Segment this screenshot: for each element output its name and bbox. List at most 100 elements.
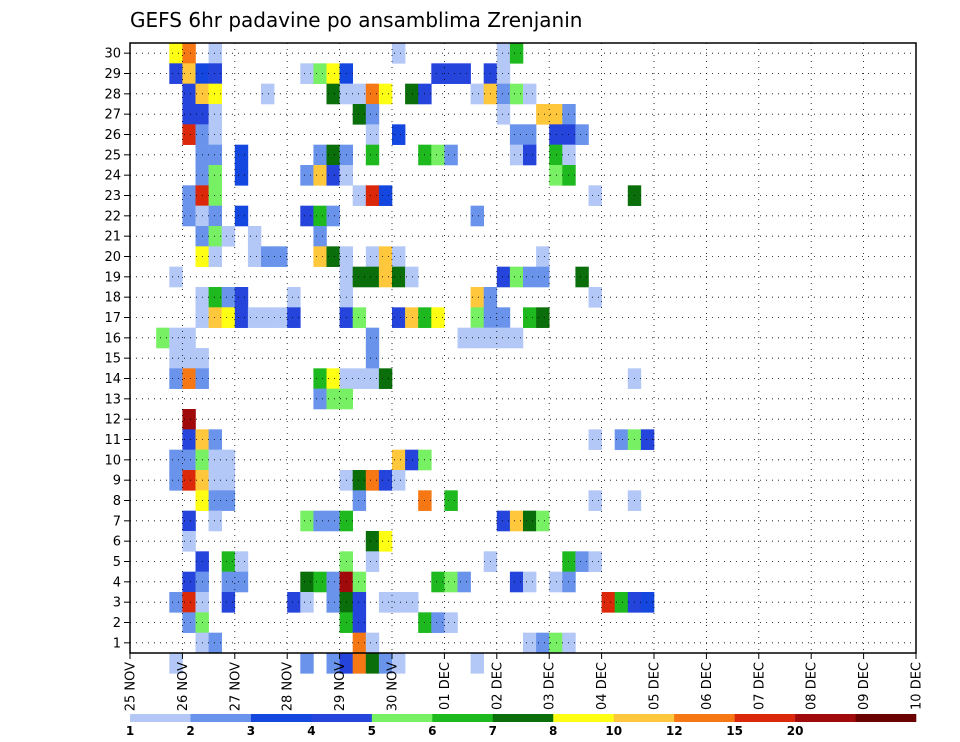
heatmap-cell: [392, 246, 406, 267]
heatmap-cell: [536, 510, 550, 532]
heatmap-cell: [182, 449, 196, 471]
heatmap-cell: [365, 83, 380, 105]
legend-swatch: [371, 714, 433, 722]
legend-label: 5: [368, 724, 376, 738]
heatmap-cell: [444, 490, 458, 511]
heatmap-cell: [313, 510, 327, 532]
heatmap-cell: [549, 165, 563, 186]
heatmap-cell: [352, 612, 367, 633]
x-tick-label: 04 DEC: [595, 662, 610, 710]
heatmap-cell: [300, 63, 314, 84]
y-tick-label: 8: [113, 494, 121, 509]
heatmap-cell: [182, 104, 196, 125]
heatmap-cell: [457, 327, 471, 349]
y-tick-label: 3: [113, 596, 121, 611]
heatmap-cell: [208, 632, 222, 654]
heatmap-cell: [182, 510, 196, 532]
legend-swatch: [795, 714, 856, 722]
heatmap-cell: [313, 63, 327, 84]
heatmap-cell: [208, 510, 222, 532]
x-tick-label: 27 NOV: [228, 662, 243, 711]
heatmap-cell: [247, 246, 262, 267]
heatmap-cell: [365, 185, 380, 206]
y-tick-label: 9: [113, 474, 121, 489]
heatmap-cell: [287, 592, 301, 613]
y-tick-label: 30: [104, 47, 121, 62]
heatmap-cell: [352, 185, 367, 206]
heatmap-cell: [392, 307, 406, 328]
heatmap-cell: [549, 632, 563, 654]
y-tick-label: 11: [104, 433, 121, 448]
heatmap-cell: [523, 571, 537, 593]
heatmap-cell: [208, 307, 222, 328]
x-tick-label: 26 NOV: [176, 662, 191, 711]
heatmap-cell: [392, 592, 406, 613]
heatmap-cell: [509, 83, 524, 105]
heatmap-cell: [588, 551, 602, 572]
y-tick-label: 27: [104, 108, 121, 123]
y-tick-label: 29: [104, 67, 121, 82]
heatmap-cell: [208, 165, 222, 186]
heatmap-cell: [378, 531, 393, 552]
heatmap-cell: [431, 307, 445, 328]
heatmap-cell: [640, 592, 655, 613]
heatmap-cell: [405, 266, 419, 288]
x-tick-label: 28 NOV: [281, 662, 296, 711]
x-tick-label: 10 DEC: [910, 662, 925, 710]
legend-label: 20: [787, 724, 804, 738]
chart-title: GEFS 6hr padavine po ansamblima Zrenjani…: [130, 8, 582, 32]
y-tick-label: 15: [104, 352, 121, 367]
legend-label: 15: [726, 724, 743, 738]
heatmap-cell: [470, 307, 484, 328]
heatmap-cell: [221, 551, 236, 572]
heatmap-cell: [208, 185, 222, 206]
legend-label: 1: [126, 724, 134, 738]
heatmap-cell: [496, 104, 511, 125]
y-tick-label: 24: [104, 169, 121, 184]
heatmap-cell: [313, 368, 327, 389]
heatmap-cell: [523, 307, 537, 328]
heatmap-cell: [378, 185, 393, 206]
heatmap-cell: [169, 368, 183, 389]
heatmap-cell: [234, 307, 249, 328]
heatmap-cell: [640, 429, 655, 450]
heatmap-cell: [365, 266, 380, 288]
heatmap-cell: [549, 144, 563, 166]
legend-label: 12: [666, 724, 683, 738]
heatmap-cell: [470, 653, 484, 674]
heatmap-cell: [392, 266, 406, 288]
heatmap-cell: [247, 307, 262, 328]
heatmap-cell: [326, 144, 340, 166]
heatmap-cell: [208, 104, 222, 125]
legend-label: 3: [247, 724, 255, 738]
heatmap-cell: [221, 307, 236, 328]
heatmap-cell: [536, 104, 550, 125]
heatmap-cell: [326, 571, 340, 593]
heatmap-cell: [261, 83, 275, 105]
y-tick-label: 16: [104, 331, 121, 346]
heatmap-cell: [156, 327, 170, 349]
heatmap-cell: [221, 470, 236, 491]
heatmap-cell: [182, 43, 196, 64]
heatmap-cell: [496, 83, 511, 105]
x-axis-ticks: 25 NOV 26 NOV 27 NOV 28 NOV 29 NOV 30 NOV 01 D…: [124, 653, 925, 711]
heatmap-cell: [444, 144, 458, 166]
heatmap-cell: [601, 592, 615, 613]
legend-swatch: [432, 714, 494, 722]
heatmap-cell: [261, 307, 275, 328]
heatmap-cell: [365, 470, 380, 491]
heatmap-cell: [365, 551, 380, 572]
heatmap-cell: [208, 287, 222, 308]
heatmap-cell: [392, 653, 406, 674]
x-tick-label: 08 DEC: [805, 662, 820, 710]
heatmap-cell: [287, 307, 301, 328]
heatmap-cell: [588, 490, 602, 511]
heatmap-cell: [365, 144, 380, 166]
heatmap-cell: [378, 246, 393, 267]
heatmap-cell: [575, 266, 589, 288]
heatmap-cell: [431, 612, 445, 633]
heatmap-cell: [208, 43, 222, 64]
heatmap-cell: [614, 592, 629, 613]
legend-swatch: [250, 714, 312, 722]
heatmap-cell: [365, 348, 380, 369]
